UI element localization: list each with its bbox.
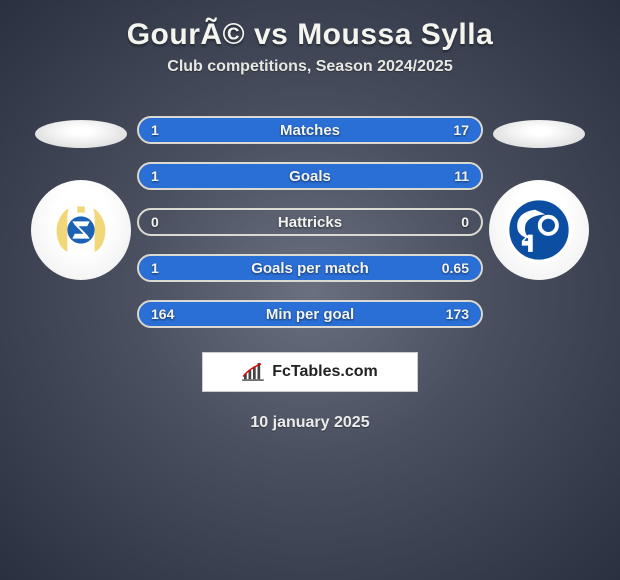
stat-label: Goals (199, 168, 421, 185)
left-player-col (31, 116, 131, 280)
stat-value-left: 0 (139, 214, 199, 230)
stat-value-left: 164 (139, 306, 199, 322)
footer-date: 10 january 2025 (250, 414, 369, 432)
stats-list: 1 Matches 17 1 Goals 11 0 Hattricks 0 (137, 116, 483, 328)
stat-label: Goals per match (199, 260, 421, 277)
stat-value-right: 17 (421, 122, 481, 138)
right-player-col (489, 116, 589, 280)
page-title: GourÃ© vs Moussa Sylla (127, 18, 494, 52)
comparison-body: 1 Matches 17 1 Goals 11 0 Hattricks 0 (0, 116, 620, 328)
stat-value-right: 0.65 (421, 260, 481, 276)
bar-chart-icon (242, 363, 264, 381)
stat-row-goals-per-match: 1 Goals per match 0.65 (137, 254, 483, 282)
comparison-card: GourÃ© vs Moussa Sylla Club competitions… (0, 0, 620, 432)
page-subtitle: Club competitions, Season 2024/2025 (167, 58, 452, 76)
stat-label: Hattricks (199, 214, 421, 231)
stat-label: Min per goal (199, 306, 421, 323)
left-player-photo (35, 120, 127, 148)
stat-value-left: 1 (139, 168, 199, 184)
right-player-photo (493, 120, 585, 148)
stat-row-hattricks: 0 Hattricks 0 (137, 208, 483, 236)
s04-icon (500, 191, 578, 269)
stat-row-min-per-goal: 164 Min per goal 173 (137, 300, 483, 328)
stat-value-left: 1 (139, 122, 199, 138)
stat-row-matches: 1 Matches 17 (137, 116, 483, 144)
right-club-logo-s04 (489, 180, 589, 280)
fcz-icon (50, 199, 112, 261)
stat-value-left: 1 (139, 260, 199, 276)
stat-value-right: 0 (421, 214, 481, 230)
left-club-logo-fcz (31, 180, 131, 280)
source-badge[interactable]: FcTables.com (202, 352, 418, 392)
stat-label: Matches (199, 122, 421, 139)
stat-value-right: 11 (421, 168, 481, 184)
stat-row-goals: 1 Goals 11 (137, 162, 483, 190)
stat-value-right: 173 (421, 306, 481, 322)
brand-label: FcTables.com (272, 363, 378, 381)
